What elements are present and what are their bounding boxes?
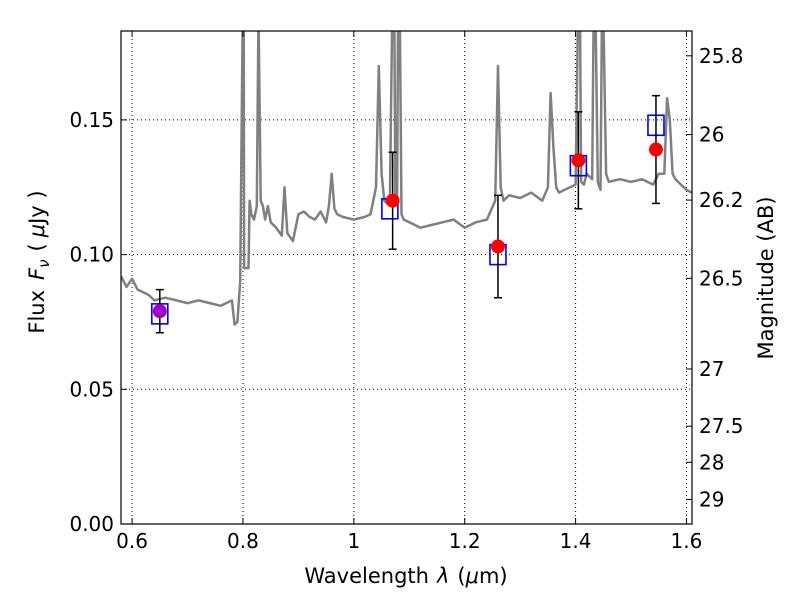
model-spectrum-layer (121, 31, 692, 326)
magnitude-tick-label: 26.5 (699, 266, 744, 290)
plot-frame (120, 30, 693, 525)
observed-flux-point (648, 142, 663, 157)
model-photometry-layer (151, 114, 665, 325)
model-spectrum-line (121, 31, 692, 326)
x-tick-label: 1.2 (449, 529, 481, 553)
x-tick-label: 1.6 (671, 529, 703, 553)
right-axis-label: Magnitude (AB) (754, 196, 778, 359)
magnitude-tick-label: 26.2 (699, 188, 744, 212)
x-tick-label: 1.4 (560, 529, 592, 553)
magnitude-tick-label: 25.8 (699, 44, 744, 68)
magnitude-tick-label: 26 (699, 123, 724, 147)
x-tick-label: 1 (347, 529, 360, 553)
x-axis-label: Wavelength λ (μm) (304, 564, 507, 588)
observed-flux-point (152, 304, 167, 319)
grid-lines (121, 31, 692, 525)
magnitude-tick-label: 27 (699, 357, 724, 381)
y-tick-label: 0.10 (69, 243, 114, 267)
magnitude-tick-label: 27.5 (699, 414, 744, 438)
x-tick-label: 0.6 (116, 529, 148, 553)
y-tick-label: 0.15 (69, 108, 114, 132)
observed-photometry-layer (152, 94, 663, 334)
observed-flux-point (385, 193, 400, 208)
x-tick-label: 0.8 (227, 529, 259, 553)
y-tick-label: 0.05 (69, 377, 114, 401)
y-axis-label: FluxFν(μJy ) (25, 190, 53, 333)
magnitude-tick-label: 28 (699, 450, 724, 474)
observed-flux-point (490, 239, 505, 254)
axes-ticks: 0.6 0.8 1 1.2 1.4 1.6 0.00 0.05 0.10 0.15 25.8 26 26… (69, 31, 744, 553)
magnitude-tick-label: 29 (699, 487, 724, 511)
observed-flux-point (571, 153, 586, 168)
y-tick-label: 0.00 (69, 512, 114, 536)
